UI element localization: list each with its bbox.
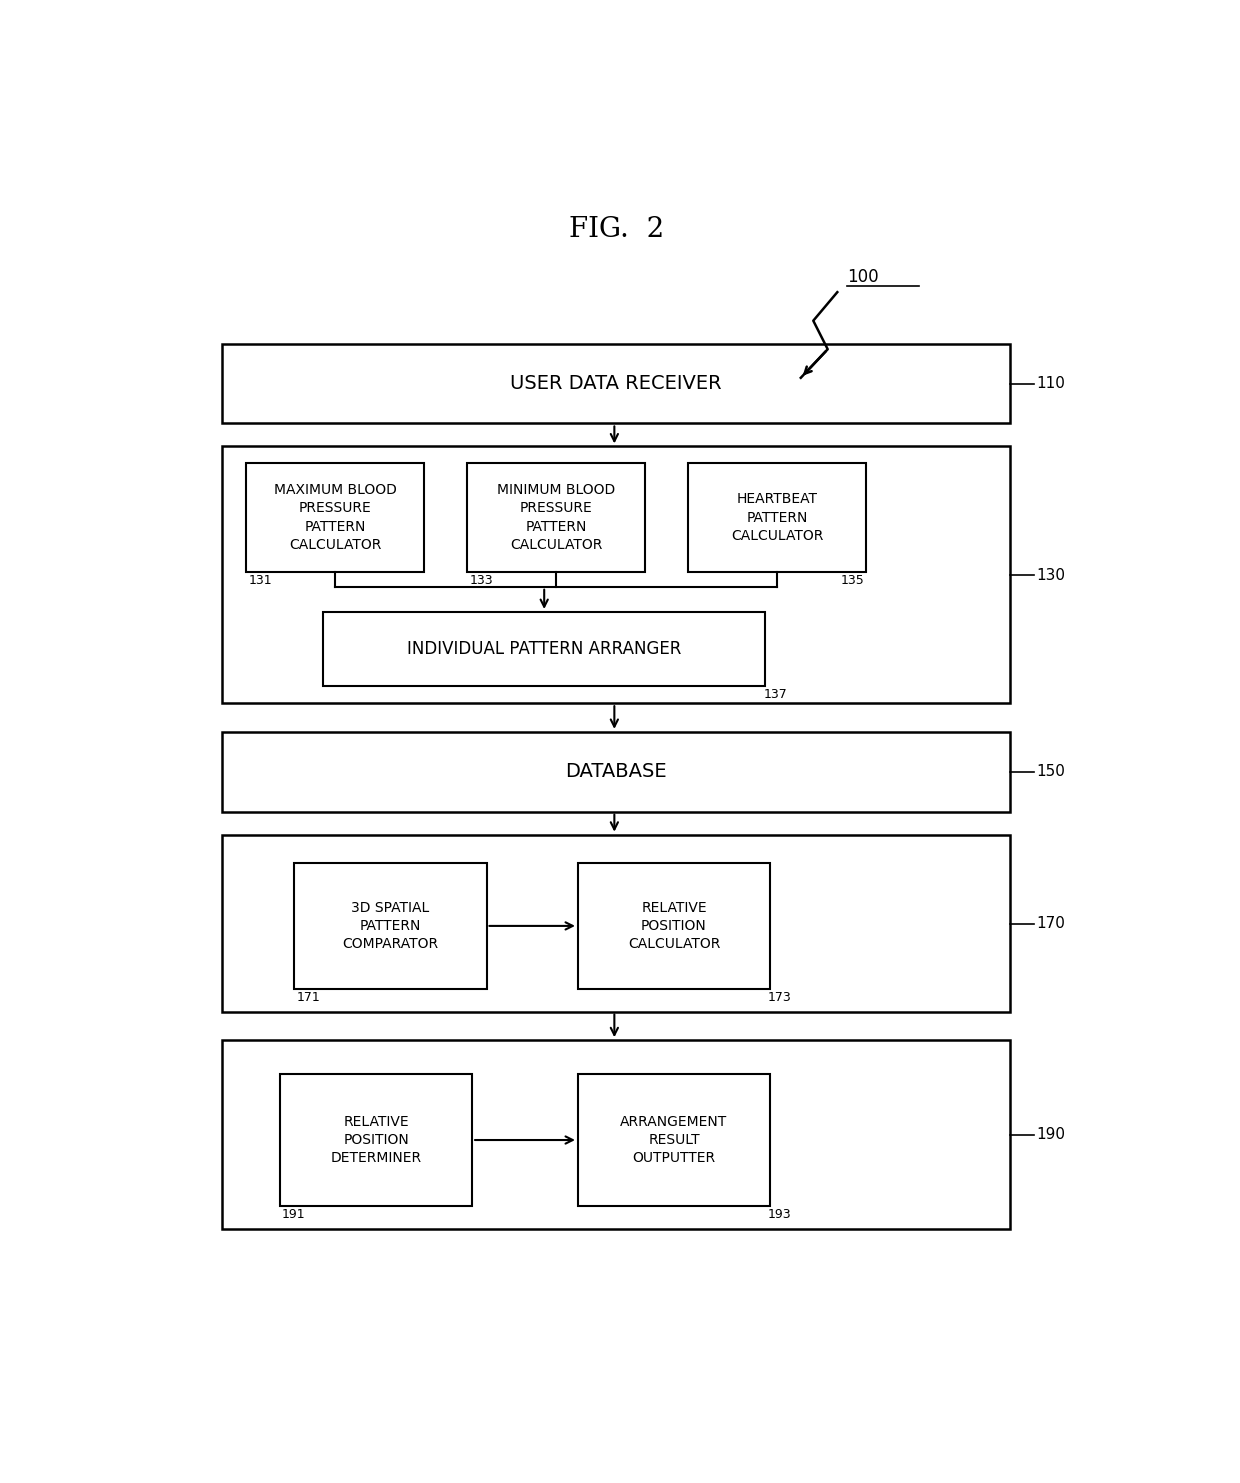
Text: FIG.  2: FIG. 2 — [569, 217, 663, 243]
Text: 110: 110 — [1037, 377, 1065, 392]
Text: 150: 150 — [1037, 764, 1065, 779]
Text: 170: 170 — [1037, 916, 1065, 931]
Bar — [247, 463, 424, 572]
Bar — [222, 835, 1011, 1011]
Text: 133: 133 — [469, 574, 492, 587]
Bar — [222, 344, 1011, 424]
Bar — [222, 1040, 1011, 1228]
Bar — [578, 1074, 770, 1206]
Bar — [222, 731, 1011, 811]
Text: DATABASE: DATABASE — [565, 762, 667, 782]
Text: 173: 173 — [768, 991, 792, 1004]
Text: RELATIVE
POSITION
CALCULATOR: RELATIVE POSITION CALCULATOR — [627, 900, 720, 951]
Text: 3D SPATIAL
PATTERN
COMPARATOR: 3D SPATIAL PATTERN COMPARATOR — [342, 900, 439, 951]
Text: USER DATA RECEIVER: USER DATA RECEIVER — [511, 374, 722, 393]
Bar — [294, 863, 486, 989]
Text: 171: 171 — [296, 991, 320, 1004]
Bar — [324, 612, 765, 687]
Text: 137: 137 — [764, 688, 787, 701]
Text: HEARTBEAT
PATTERN
CALCULATOR: HEARTBEAT PATTERN CALCULATOR — [732, 492, 823, 543]
Text: 190: 190 — [1037, 1127, 1065, 1142]
Bar — [578, 863, 770, 989]
Text: ARRANGEMENT
RESULT
OUTPUTTER: ARRANGEMENT RESULT OUTPUTTER — [620, 1115, 728, 1166]
Text: 191: 191 — [281, 1209, 305, 1221]
Text: MAXIMUM BLOOD
PRESSURE
PATTERN
CALCULATOR: MAXIMUM BLOOD PRESSURE PATTERN CALCULATO… — [274, 483, 397, 552]
Bar — [280, 1074, 472, 1206]
Text: 135: 135 — [841, 574, 864, 587]
Bar — [222, 446, 1011, 703]
Text: 193: 193 — [768, 1209, 792, 1221]
Text: RELATIVE
POSITION
DETERMINER: RELATIVE POSITION DETERMINER — [331, 1115, 422, 1166]
Bar — [688, 463, 866, 572]
Text: 130: 130 — [1037, 568, 1065, 583]
Bar — [467, 463, 645, 572]
Text: MINIMUM BLOOD
PRESSURE
PATTERN
CALCULATOR: MINIMUM BLOOD PRESSURE PATTERN CALCULATO… — [497, 483, 615, 552]
Text: 100: 100 — [847, 268, 879, 286]
Text: INDIVIDUAL PATTERN ARRANGER: INDIVIDUAL PATTERN ARRANGER — [407, 641, 682, 658]
Text: 131: 131 — [248, 574, 272, 587]
